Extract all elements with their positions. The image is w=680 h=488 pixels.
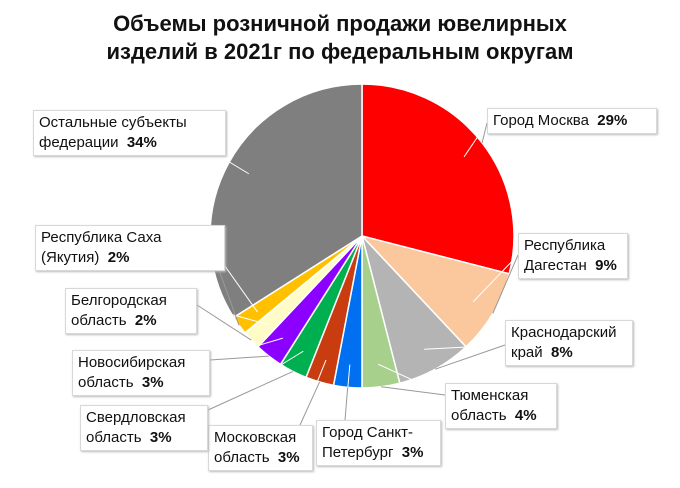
leader-line — [299, 381, 321, 426]
leader-line — [380, 386, 446, 396]
data-label: Московская область 3% — [208, 425, 313, 471]
pie — [209, 83, 515, 389]
leader-line — [207, 370, 294, 411]
percent-label: 3% — [141, 374, 164, 391]
percent-label: 3% — [149, 429, 172, 446]
data-label: Город Москва 29% — [487, 108, 657, 134]
leader-line — [196, 304, 268, 325]
leader-line — [435, 344, 506, 370]
percent-label: 8% — [550, 344, 573, 361]
percent-label: 9% — [595, 257, 617, 274]
data-label: Республика Саха (Якутия) 2% — [35, 225, 225, 271]
category-name: Свердловская область — [86, 409, 186, 446]
pie-slice — [361, 83, 515, 275]
percent-label: 3% — [277, 449, 300, 466]
data-label: Свердловская область 3% — [80, 405, 208, 451]
leader-line — [209, 337, 283, 361]
category-name: Новосибирская область — [78, 354, 186, 391]
leader-line — [225, 159, 250, 175]
leader-line — [377, 363, 446, 396]
chart-title: Объемы розничной продажи ювелирных издел… — [106, 11, 574, 64]
percent-label: 34% — [126, 134, 157, 151]
data-label: Республика Дагестан 9% — [518, 233, 628, 279]
leader-line — [424, 344, 506, 350]
leader-line — [207, 350, 304, 411]
leader-line — [463, 122, 488, 158]
category-name: Республика Саха (Якутия) — [41, 229, 162, 266]
category-name: Тюменская область — [451, 387, 529, 424]
category-name: Краснодарский край — [511, 324, 617, 361]
percent-label: 3% — [401, 444, 424, 461]
data-label: Краснодарский край 8% — [505, 320, 633, 366]
leader-line — [299, 359, 327, 426]
leader-line — [209, 355, 269, 361]
category-name: Город Санкт-Петербург — [322, 424, 413, 461]
percent-label: 29% — [597, 112, 628, 129]
percent-label: 2% — [107, 249, 130, 266]
pie-slice — [209, 83, 363, 319]
data-label: Тюменская область 4% — [445, 383, 557, 429]
leader-line — [196, 304, 252, 341]
data-label: Белгородская область 2% — [65, 288, 197, 334]
leader-line — [481, 122, 488, 143]
data-label: Город Санкт-Петербург 3% — [316, 420, 441, 466]
percent-label: 2% — [134, 312, 157, 329]
category-name: Московская область — [214, 429, 297, 466]
leader-line — [492, 254, 519, 314]
data-label: Остальные субъекты федерации 34% — [33, 110, 226, 156]
category-name: Остальные субъекты федерации — [39, 114, 187, 151]
leader-line — [472, 254, 519, 303]
data-label: Новосибирская область 3% — [72, 350, 210, 396]
category-name: Республика Дагестан — [524, 237, 606, 274]
leader-line — [344, 387, 349, 421]
category-name: Город Москва — [493, 112, 589, 129]
percent-label: 4% — [514, 407, 537, 424]
category-name: Белгородская область — [71, 292, 167, 329]
